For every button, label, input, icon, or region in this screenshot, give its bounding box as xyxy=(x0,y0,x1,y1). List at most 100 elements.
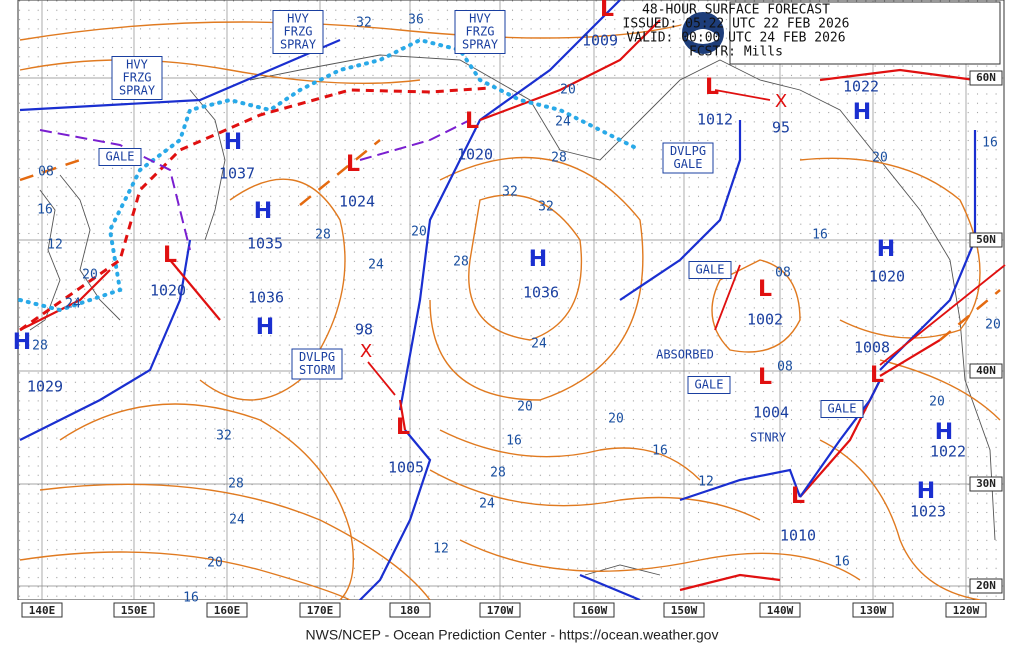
longitude-box xyxy=(663,602,705,618)
isobar-label: 28 xyxy=(32,339,48,354)
latitude-box xyxy=(969,363,1003,379)
isobar-label: 16 xyxy=(834,555,850,570)
latitude-box xyxy=(969,232,1003,248)
longitude-label: 130W xyxy=(860,604,887,617)
isobar-label: 20 xyxy=(929,395,945,410)
header-line: ISSUED: 05:22 UTC 22 FEB 2026 xyxy=(623,17,850,32)
isobars xyxy=(19,19,1001,601)
isobar-label: 32 xyxy=(216,429,232,444)
longitude-label: 160E xyxy=(214,604,241,617)
isobar-label: 24 xyxy=(65,297,81,312)
latitude-label: 60N xyxy=(976,71,996,84)
header-line: VALID: 00:00 UTC 24 FEB 2026 xyxy=(626,31,845,46)
isobar-label: 12 xyxy=(433,542,449,557)
isobar-label: 16 xyxy=(652,444,668,459)
longitude-label: 140W xyxy=(767,604,794,617)
longitude-box xyxy=(759,602,801,618)
longitude-box xyxy=(21,602,63,618)
longitude-box xyxy=(852,602,894,618)
pressure-value: 1020 xyxy=(150,282,186,300)
footer: NWS/NCEP - Ocean Prediction Center - htt… xyxy=(306,627,719,643)
longitude-box xyxy=(206,602,248,618)
warning-box xyxy=(687,376,731,394)
fronts xyxy=(18,0,1001,621)
isobar-label: 20 xyxy=(411,225,427,240)
warning-text: DVLPG xyxy=(299,350,335,364)
note: ABSORBED xyxy=(656,348,714,362)
pressure-value: 1037 xyxy=(219,165,255,183)
isobar-label: 28 xyxy=(228,477,244,492)
isobar-label: 16 xyxy=(812,228,828,243)
longitude-label: 150W xyxy=(671,604,698,617)
longitude-label: 180 xyxy=(400,604,420,617)
pressure-value: 1020 xyxy=(869,268,905,286)
pressure-value: 1036 xyxy=(248,289,284,307)
isobar-label: 12 xyxy=(698,475,714,490)
warning-text: GALE xyxy=(696,263,725,277)
header-line: FCSTR: Mills xyxy=(689,45,783,60)
latitude-label: 40N xyxy=(976,364,996,377)
warning-box xyxy=(688,261,732,279)
isobar-label: 08 xyxy=(38,165,54,180)
warning-text: HVY xyxy=(469,12,491,26)
warning-text: HVY xyxy=(287,12,309,26)
isobar-label: 16 xyxy=(183,591,199,606)
isobar-label: 20 xyxy=(82,268,98,283)
warning-box xyxy=(454,10,506,54)
noaa-logo-bird xyxy=(686,29,720,44)
warning-box xyxy=(820,400,864,418)
forecast-value: 98 xyxy=(355,321,373,339)
isobar-label: 24 xyxy=(368,258,384,273)
pressure-symbol: L xyxy=(758,277,772,302)
isobar-label: 20 xyxy=(517,400,533,415)
forecast-symbol: X xyxy=(360,341,372,362)
isobar-label: 24 xyxy=(531,337,547,352)
isobar-label: 24 xyxy=(229,513,245,528)
pressure-value: 1035 xyxy=(247,235,283,253)
isobar-label: 28 xyxy=(551,151,567,166)
longitude-label: 160W xyxy=(581,604,608,617)
pressure-symbol: L xyxy=(163,243,177,268)
pressure-symbol: L xyxy=(758,365,772,390)
isobar-label: 08 xyxy=(775,266,791,281)
tracks xyxy=(367,89,1006,396)
longitude-label: 170W xyxy=(487,604,514,617)
warning-box xyxy=(662,142,714,174)
pressure-value: 1005 xyxy=(388,459,424,477)
warning-box xyxy=(98,148,142,166)
isobar-label: 32 xyxy=(502,185,518,200)
forecast-value: 95 xyxy=(772,119,790,137)
pressure-value: 1036 xyxy=(523,284,559,302)
pressure-symbol: L xyxy=(396,415,410,440)
pressure-value: 1008 xyxy=(854,339,890,357)
longitude-box xyxy=(573,602,615,618)
isobar-label: 36 xyxy=(408,13,424,28)
warning-text: HVY xyxy=(126,58,148,72)
longitude-label: 150E xyxy=(121,604,148,617)
pressure-symbol: H xyxy=(935,420,953,445)
warning-text: GALE xyxy=(674,157,703,171)
longitude-box xyxy=(113,602,155,618)
isobar-label: 28 xyxy=(490,466,506,481)
isobar-label: 32 xyxy=(538,200,554,215)
isobar-label: 24 xyxy=(555,115,571,130)
warning-text: FRZG xyxy=(123,71,152,85)
pressure-symbol: H xyxy=(529,247,547,272)
latitude-box xyxy=(969,578,1003,594)
pressure-symbol: H xyxy=(877,237,895,262)
isobar-label: 28 xyxy=(315,228,331,243)
isobar-label: 32 xyxy=(356,16,372,31)
pressure-value: 1004 xyxy=(753,404,789,422)
longitude-label: 120W xyxy=(953,604,980,617)
warning-text: GALE xyxy=(695,378,724,392)
longitude-label: 140E xyxy=(29,604,56,617)
warning-box xyxy=(291,348,343,380)
warning-text: GALE xyxy=(106,150,135,164)
isobar-label: 20 xyxy=(608,412,624,427)
pressure-symbol: L xyxy=(705,75,719,100)
latitude-label: 30N xyxy=(976,477,996,490)
pressure-symbol: H xyxy=(256,315,274,340)
isobar-label: 16 xyxy=(506,434,522,449)
pressure-symbol: L xyxy=(346,152,360,177)
